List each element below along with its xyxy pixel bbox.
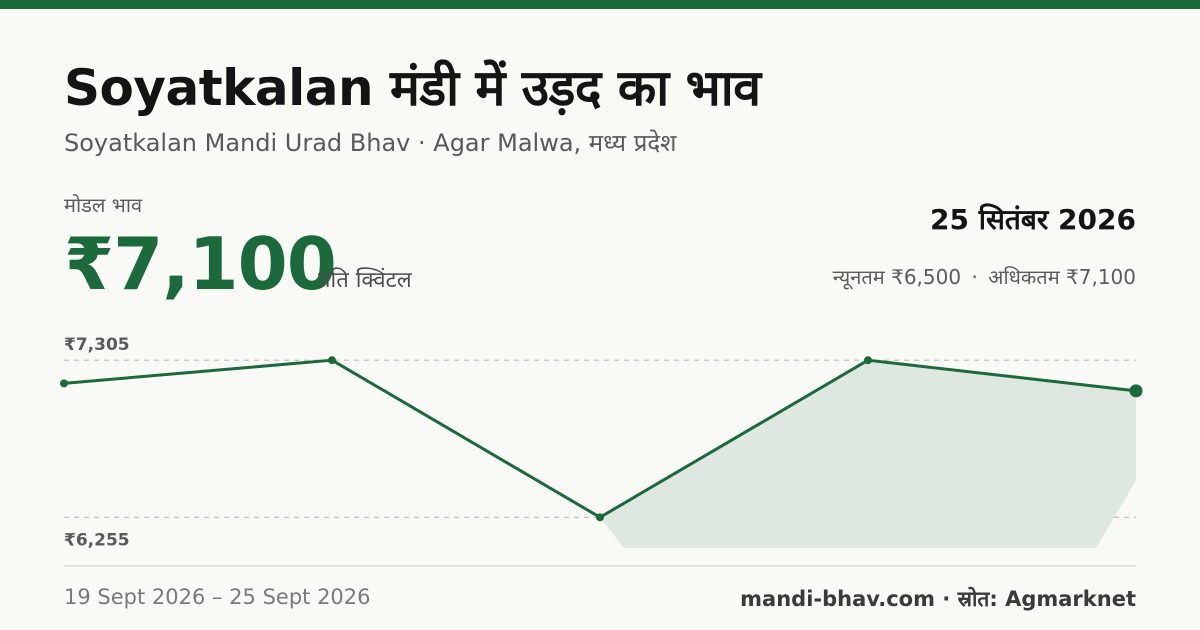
- price-band-area: [600, 360, 1136, 548]
- top-accent-bar: [0, 0, 1200, 9]
- price-range-band: [600, 360, 1136, 548]
- modal-price-label: मोडल भाव: [64, 193, 143, 217]
- min-max-separator: ·: [971, 265, 978, 289]
- price-point: [60, 379, 68, 388]
- price-point: [328, 356, 336, 365]
- modal-price-value: ₹7,100: [64, 222, 337, 306]
- min-price: न्यूनतम ₹6,500: [832, 265, 962, 289]
- price-point: [864, 356, 872, 365]
- price-points: [60, 356, 1143, 522]
- price-date: 25 सितंबर 2026: [930, 203, 1136, 236]
- reference-label: ₹6,255: [64, 530, 130, 550]
- page-title: Soyatkalan मंडी में उड़द का भाव: [64, 59, 761, 117]
- price-unit: प्रति क्विंटल: [318, 268, 412, 293]
- price-trend-chart: ₹7,305 ₹6,255: [60, 335, 1143, 550]
- price-point: [596, 513, 604, 522]
- min-max-prices: न्यूनतम ₹6,500 · अधिकतम ₹7,100: [833, 263, 1136, 290]
- footer-divider: [64, 565, 1136, 567]
- page-subtitle: Soyatkalan Mandi Urad Bhav · Agar Malwa,…: [64, 129, 677, 157]
- reference-label: ₹7,305: [64, 335, 130, 355]
- date-range: 19 Sept 2026 – 25 Sept 2026: [64, 585, 371, 609]
- latest-price-point: [1129, 384, 1143, 398]
- reference-labels: ₹7,305 ₹6,255: [64, 335, 130, 550]
- source-credit: mandi-bhav.com · स्रोत: Agmarknet: [740, 587, 1136, 611]
- max-price: अधिकतम ₹7,100: [988, 265, 1136, 289]
